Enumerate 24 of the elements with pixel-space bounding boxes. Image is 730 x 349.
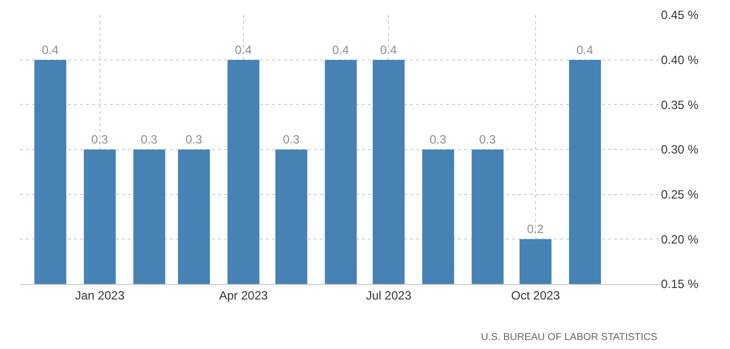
data-label: 0.3 xyxy=(430,132,447,146)
y-tick-label: 0.20 % xyxy=(661,232,699,246)
data-label: 0.3 xyxy=(185,132,202,146)
data-label: 0.4 xyxy=(576,42,594,57)
y-tick-label: 0.35 % xyxy=(661,98,699,112)
y-tick-label: 0.25 % xyxy=(661,188,699,202)
y-tick-label: 0.30 % xyxy=(661,142,699,157)
data-label: 0.4 xyxy=(234,42,252,57)
x-tick-label: Jul 2023 xyxy=(366,288,412,302)
data-label: 0.3 xyxy=(91,132,108,146)
data-label: 0.4 xyxy=(380,42,398,57)
data-label: 0.2 xyxy=(527,222,544,236)
text: U.S. BUREAU OF LABOR STATISTICS xyxy=(481,332,658,343)
x-tick-label: Apr 2023 xyxy=(219,288,268,302)
data-label: 0.3 xyxy=(282,132,300,146)
y-tick-label: 0.15 % xyxy=(661,277,699,292)
y-tick-label: 0.40 % xyxy=(661,53,699,68)
x-tick-label: Jan 2023 xyxy=(75,288,125,302)
data-label: 0.4 xyxy=(42,42,59,57)
y-tick-label: 0.45 % xyxy=(661,8,699,22)
data-label: 0.4 xyxy=(332,42,350,57)
data-label: 0.3 xyxy=(140,132,158,146)
x-tick-label: Oct 2023 xyxy=(511,288,560,302)
data-label: 0.3 xyxy=(479,132,496,146)
